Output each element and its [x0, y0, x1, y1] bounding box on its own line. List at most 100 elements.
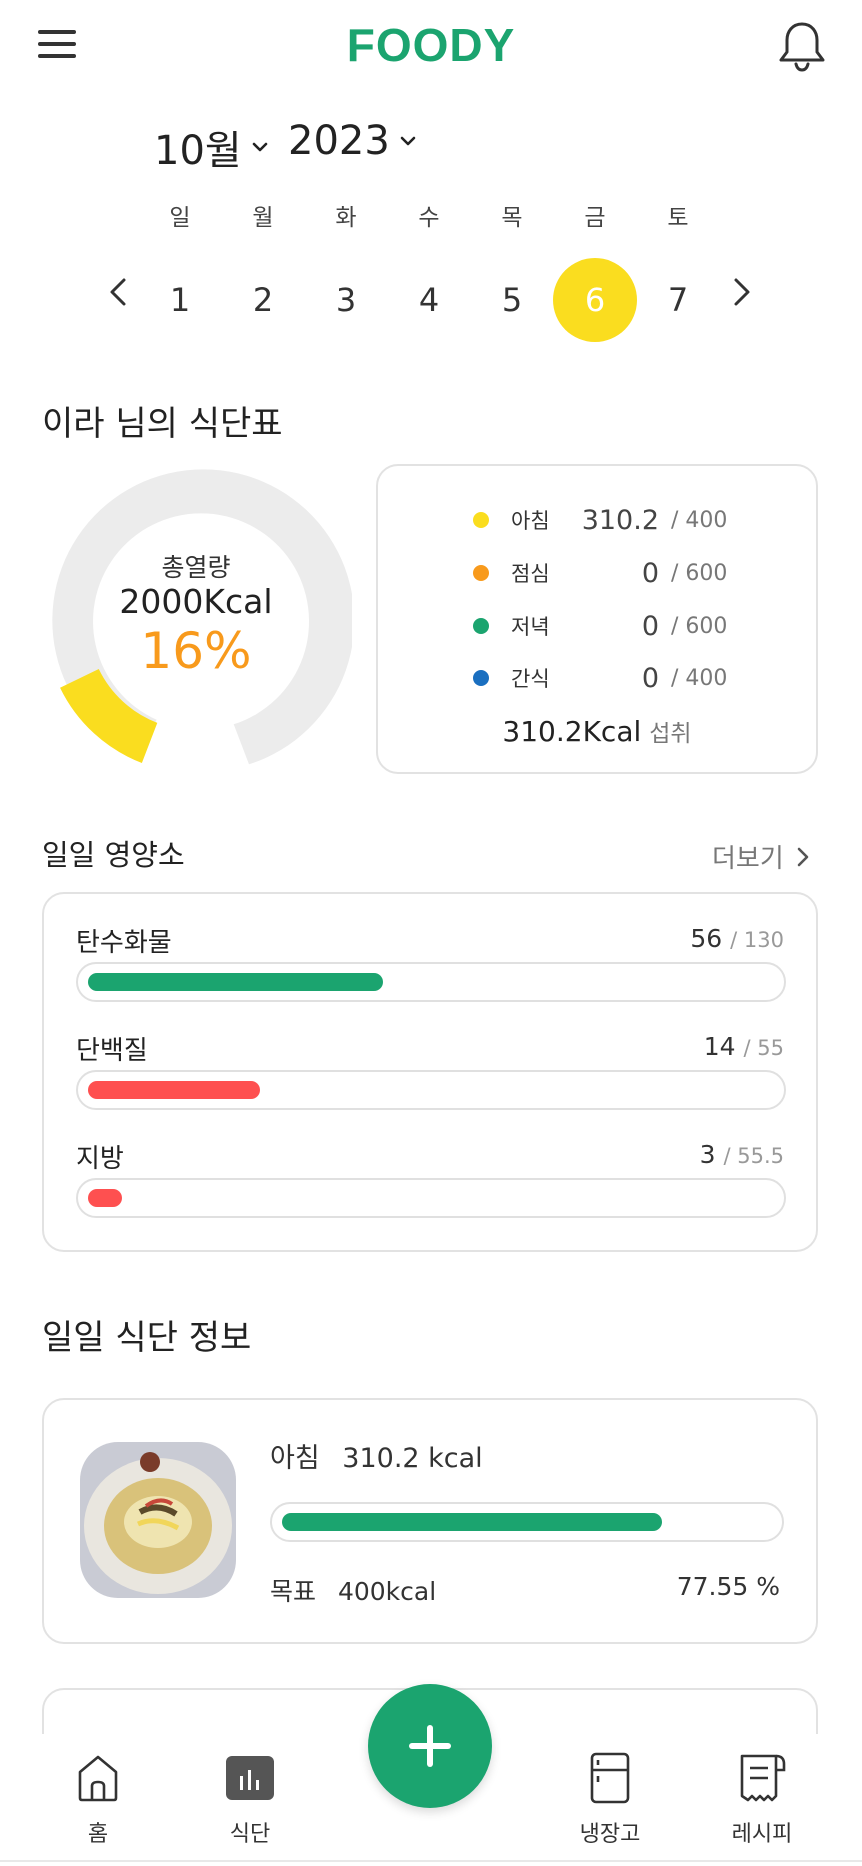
- legend-goal: / 600: [671, 613, 728, 639]
- daily-meals-title: 일일 식단 정보: [42, 1318, 252, 1358]
- nav-label: 냉장고: [579, 1822, 641, 1847]
- day-2[interactable]: 2: [252, 281, 274, 319]
- snack-dot: [473, 670, 489, 686]
- calorie-percent: 16%: [140, 622, 252, 680]
- meal-progress-track: [270, 1502, 784, 1542]
- add-meal-button[interactable]: [368, 1684, 492, 1808]
- legend-name: 아침: [511, 509, 550, 533]
- brand-logo: FOODY: [346, 19, 516, 71]
- bell-icon[interactable]: [774, 18, 830, 74]
- dinner-dot: [473, 618, 489, 634]
- day-1[interactable]: 1: [169, 281, 191, 319]
- legend-name: 저녁: [511, 615, 550, 639]
- nutrient-name: 단백질: [76, 1036, 148, 1066]
- day-3[interactable]: 3: [335, 281, 357, 319]
- nav-label: 식단: [229, 1822, 271, 1847]
- day-4[interactable]: 4: [418, 281, 440, 319]
- nav-item-diet[interactable]: 식단: [180, 1752, 320, 1848]
- legend-row-breakfast: 아침 310.2 / 400: [473, 500, 727, 540]
- meal-goal: 목표 400kcal: [270, 1572, 436, 1608]
- day-7[interactable]: 7: [667, 281, 689, 319]
- legend-name: 간식: [511, 667, 550, 691]
- weekday-label: 금: [584, 205, 606, 231]
- nutrient-name: 지방: [76, 1144, 124, 1174]
- chevron-right-icon[interactable]: [722, 272, 762, 312]
- legend-row-snack: 간식 0 / 400: [473, 658, 727, 698]
- nutrient-name: 탄수화물: [76, 928, 172, 958]
- chevron-right-icon: [797, 847, 809, 866]
- legend-goal: / 600: [671, 560, 728, 586]
- nutrients-title: 일일 영양소: [42, 838, 185, 872]
- weekday-label: 화: [335, 205, 357, 231]
- lunch-dot: [473, 565, 489, 581]
- menu-icon[interactable]: [34, 26, 78, 62]
- day-6-selected[interactable]: 6: [553, 258, 637, 342]
- nav-item-home[interactable]: 홈: [28, 1752, 168, 1848]
- more-label: 더보기: [712, 844, 784, 874]
- chevron-down-icon: [252, 142, 268, 152]
- meal-progress-fill: [282, 1513, 662, 1531]
- intake-suffix: 섭취: [649, 721, 692, 747]
- legend-value: 0: [641, 610, 659, 642]
- nutrient-goal: / 130: [730, 928, 784, 952]
- meal-header: 아침 310.2 kcal: [270, 1436, 483, 1475]
- meal-photo: [80, 1442, 236, 1598]
- legend-goal: / 400: [671, 507, 728, 533]
- weekday-label: 토: [667, 205, 689, 231]
- weekday-label: 월: [252, 205, 274, 231]
- legend-name: 점심: [511, 562, 550, 586]
- year-selector[interactable]: 2023: [288, 118, 418, 164]
- nav-label: 홈: [87, 1822, 109, 1847]
- breakfast-meal-card[interactable]: 아침 310.2 kcal 목표 400kcal 77.55 %: [42, 1398, 818, 1644]
- meal-legend-card: 아침 310.2 / 400 점심 0 / 600 저녁 0 / 600 간식 …: [376, 464, 818, 774]
- month-selector[interactable]: 10월: [154, 118, 270, 176]
- plus-icon: [409, 1725, 451, 1767]
- more-link[interactable]: 더보기: [712, 838, 812, 875]
- donut-track: [52, 469, 352, 765]
- weekday-label: 목: [501, 205, 523, 231]
- nutrient-goal: / 55.5: [723, 1144, 784, 1168]
- nutrient-amount: 56: [690, 924, 723, 953]
- legend-row-dinner: 저녁 0 / 600: [473, 606, 727, 646]
- weekday-label: 수: [418, 205, 440, 231]
- legend-value: 310.2: [581, 504, 659, 536]
- legend-value: 0: [641, 662, 659, 694]
- fat-progress-track: [76, 1178, 786, 1218]
- nav-item-fridge[interactable]: 냉장고: [540, 1752, 680, 1848]
- meal-name: 아침: [270, 1443, 320, 1474]
- intake-value: 310.2Kcal: [502, 715, 642, 748]
- protein-progress-track: [76, 1070, 786, 1110]
- recipe-icon: [740, 1754, 786, 1802]
- legend-row-lunch: 점심 0 / 600: [473, 553, 727, 593]
- home-icon: [78, 1755, 118, 1802]
- fridge-icon: [590, 1752, 630, 1804]
- nutrients-card: 탄수화물 56 / 130 단백질 14 / 55 지방 3 / 55.5: [42, 892, 818, 1252]
- year-label: 2023: [288, 118, 390, 164]
- nav-label: 레시피: [731, 1822, 793, 1847]
- meal-goal-label: 목표: [270, 1577, 317, 1606]
- chevron-left-icon[interactable]: [98, 272, 138, 312]
- nutrient-value: 3 / 55.5: [700, 1140, 784, 1169]
- fat-progress-fill: [88, 1189, 123, 1207]
- breakfast-dot: [473, 512, 489, 528]
- total-kcal: 2000Kcal: [119, 582, 273, 621]
- donut-fill-breakfast: [60, 669, 158, 763]
- chart-icon: [226, 1756, 274, 1800]
- nutrient-value: 56 / 130: [690, 924, 784, 953]
- nutrient-amount: 3: [699, 1140, 716, 1169]
- nutrient-goal: / 55: [743, 1036, 784, 1060]
- calorie-donut-chart: [52, 469, 352, 765]
- intake-total: 310.2Kcal 섭취: [378, 714, 816, 748]
- meal-goal-value: 400kcal: [337, 1577, 437, 1606]
- day-5[interactable]: 5: [501, 281, 523, 319]
- bottom-divider: [0, 1860, 862, 1862]
- nutrient-amount: 14: [703, 1032, 736, 1061]
- chevron-down-icon: [400, 136, 416, 146]
- nav-item-recipe[interactable]: 레시피: [692, 1752, 832, 1848]
- carb-progress-fill: [88, 973, 383, 991]
- meal-kcal: 310.2 kcal: [342, 1443, 483, 1474]
- total-label: 총열량: [161, 553, 231, 582]
- month-label: 10월: [154, 128, 242, 174]
- carb-progress-track: [76, 962, 786, 1002]
- meal-percent: 77.55 %: [676, 1572, 780, 1601]
